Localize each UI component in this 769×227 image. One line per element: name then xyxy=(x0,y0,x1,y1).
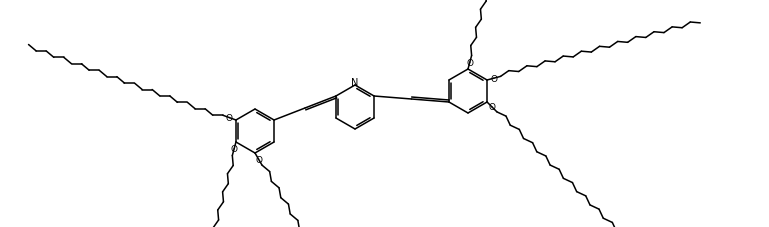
Text: O: O xyxy=(491,74,498,83)
Text: O: O xyxy=(226,114,233,123)
Text: O: O xyxy=(255,155,262,164)
Text: O: O xyxy=(231,145,238,154)
Text: O: O xyxy=(466,59,473,67)
Text: O: O xyxy=(488,103,495,112)
Text: N: N xyxy=(351,78,358,88)
